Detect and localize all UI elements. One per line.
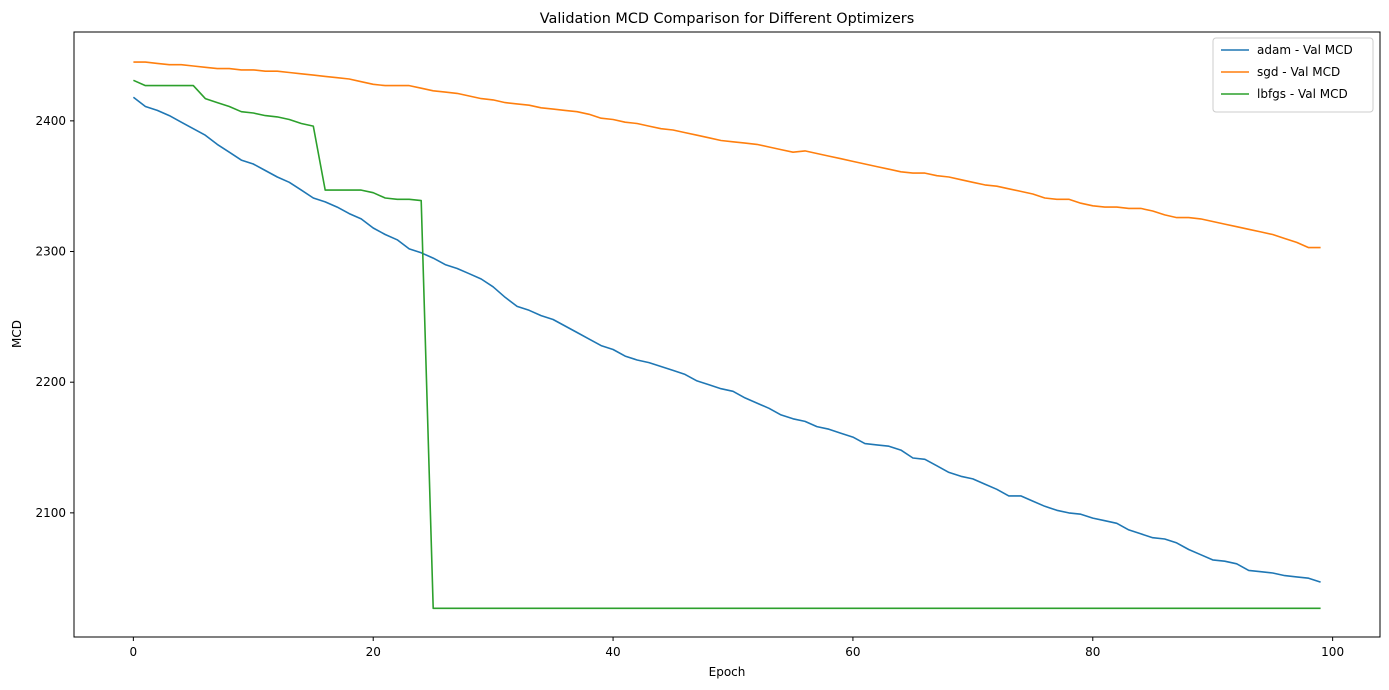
legend-box — [1212, 37, 1374, 113]
x-tick-label: 100 — [1321, 645, 1344, 659]
x-tick-label: 0 — [130, 645, 138, 659]
y-axis-title: MCD — [10, 320, 24, 348]
legend-label: sgd - Val MCD — [1257, 65, 1340, 79]
y-tick-label: 2400 — [35, 114, 66, 128]
series-line-lbfgs — [133, 79, 1321, 610]
axis-layer: 0 20 40 60 80 100 2100 2200 2300 2400 — [35, 114, 1344, 659]
legend-label: adam - Val MCD — [1257, 43, 1353, 57]
series-line-sgd — [133, 61, 1321, 249]
x-axis-title: Epoch — [709, 665, 746, 679]
x-tick-label: 40 — [605, 645, 620, 659]
legend-label: lbfgs - Val MCD — [1257, 87, 1348, 101]
series-layer — [132, 61, 1321, 610]
chart-title: Validation MCD Comparison for Different … — [540, 11, 914, 27]
y-tick-label: 2100 — [35, 506, 66, 520]
x-tick-label: 60 — [845, 645, 860, 659]
plot-frame — [73, 31, 1381, 638]
legend: adam - Val MCD sgd - Val MCD lbfgs - Val M… — [1212, 37, 1374, 113]
y-tick-label: 2300 — [35, 245, 66, 259]
x-tick-label: 20 — [366, 645, 381, 659]
y-tick-label: 2200 — [35, 375, 66, 389]
x-tick-label: 80 — [1085, 645, 1100, 659]
series-line-adam — [132, 96, 1321, 583]
